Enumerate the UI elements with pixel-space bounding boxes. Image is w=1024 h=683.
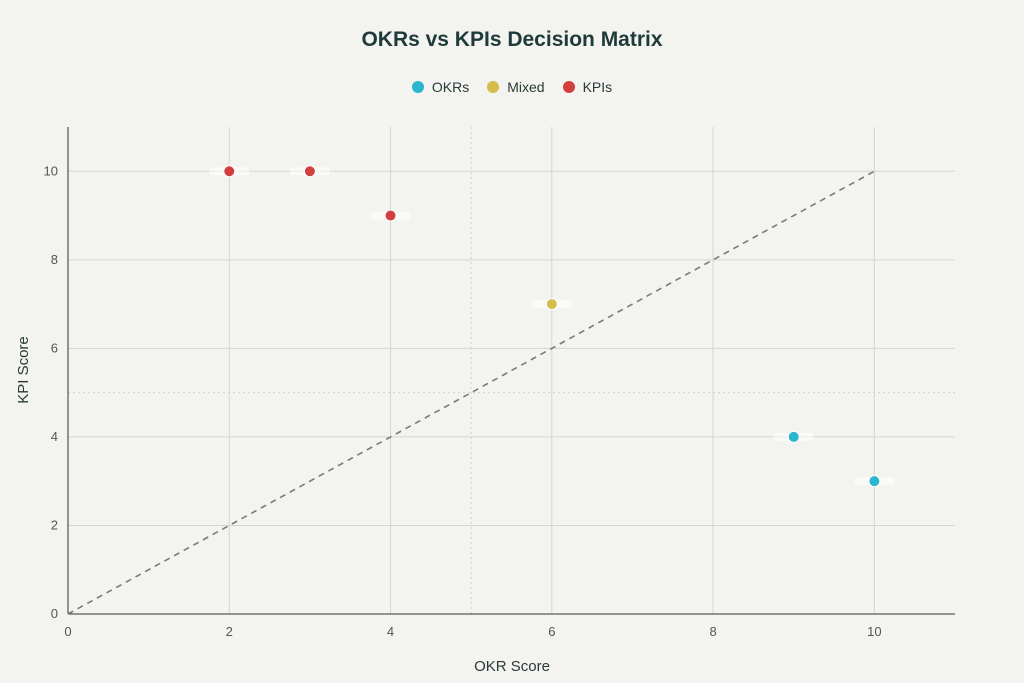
legend-swatch-kpis [562, 81, 575, 93]
data-point-okrs-0[interactable] [787, 430, 800, 443]
x-tick-label: 6 [548, 624, 555, 639]
y-tick-label: 8 [51, 252, 58, 267]
legend: OKRs Mixed KPIs [0, 79, 1024, 95]
grid-layer [68, 127, 955, 614]
data-point-okrs-1[interactable] [868, 475, 881, 488]
y-tick-label: 6 [51, 340, 58, 355]
legend-item-kpis[interactable]: KPIs [562, 79, 613, 95]
x-tick-label: 10 [867, 624, 881, 639]
points-layer [209, 165, 895, 488]
legend-label-okrs: OKRs [431, 79, 470, 95]
chart-title: OKRs vs KPIs Decision Matrix [361, 28, 663, 51]
x-tick-label: 4 [387, 624, 394, 639]
y-tick-label: 4 [51, 429, 58, 444]
legend-label-mixed: Mixed [507, 79, 545, 95]
data-point-kpis-0[interactable] [223, 165, 236, 178]
legend-item-okrs[interactable]: OKRs [411, 79, 470, 95]
legend-label-kpis: KPIs [582, 79, 613, 95]
data-point-mixed-0[interactable] [545, 298, 558, 311]
y-tick-label: 0 [51, 606, 58, 621]
x-tick-label: 2 [226, 624, 233, 639]
y-tick-label: 2 [51, 517, 58, 532]
data-point-kpis-2[interactable] [384, 209, 397, 222]
data-point-kpis-1[interactable] [303, 165, 316, 178]
x-axis-title: OKR Score [474, 658, 550, 675]
y-axis-title: KPI Score [15, 336, 32, 404]
legend-swatch-mixed [487, 81, 500, 93]
axis-layer: 0 2 4 6 8 10 0 2 4 6 8 10 [44, 127, 955, 639]
x-tick-label: 0 [64, 624, 71, 639]
legend-swatch-okrs [411, 81, 424, 93]
legend-item-mixed[interactable]: Mixed [487, 79, 545, 95]
x-tick-label: 8 [709, 624, 716, 639]
y-tick-label: 10 [44, 163, 58, 178]
